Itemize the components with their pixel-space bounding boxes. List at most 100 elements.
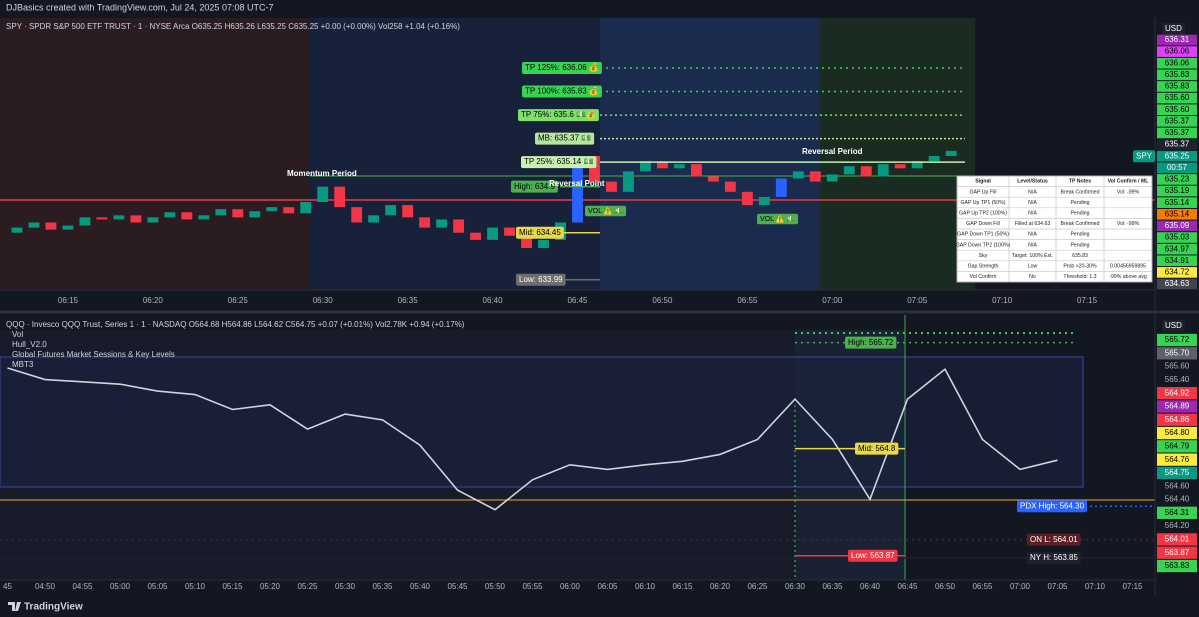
candle-body [640, 161, 651, 172]
vol-label: VOL ⚠️ 💵 [588, 206, 623, 215]
candle-body [521, 235, 532, 249]
price-label-box [1157, 559, 1197, 573]
price-label-box [1157, 533, 1197, 546]
price-label: 635.23 [1165, 175, 1190, 184]
time-tick-label: 07:15 [1077, 296, 1098, 305]
price-label-box [1157, 92, 1197, 104]
table-text: Vol Confirm [970, 274, 997, 280]
time-tick-label: 05:45 [447, 582, 468, 591]
candle-body [673, 164, 685, 169]
table-text: 0.00456959895 [1110, 263, 1146, 269]
price-label: 635.03 [1165, 233, 1190, 242]
time-tick-label: 07:15 [1122, 582, 1143, 591]
time-tick-label: 06:30 [785, 582, 806, 591]
candle-body [198, 215, 210, 220]
vol-label-box [757, 213, 799, 225]
time-tick-label: 06:25 [747, 582, 768, 591]
table-text: N/A [1028, 242, 1037, 248]
level-label-box [1027, 552, 1081, 565]
level-label: Low: 563.87 [851, 551, 895, 560]
level-label-box [522, 62, 602, 75]
candle-body [113, 215, 125, 220]
time-tick-label: 06:50 [652, 296, 673, 305]
time-tick-label: 05:00 [110, 582, 131, 591]
table-text: Pending [1070, 232, 1089, 238]
table-text: Target: 100% Ext. [1012, 253, 1053, 259]
table-text: GAP Up TP1 (50%) [960, 200, 1005, 206]
table-text: Prob >20-30% [1063, 263, 1097, 269]
footer-brand: TradingView [24, 602, 83, 613]
price-label-box [1157, 197, 1197, 208]
candle-body [707, 176, 719, 182]
table-header: Signal [975, 179, 991, 185]
price-label: 635.25 [1165, 151, 1190, 160]
logo [8, 602, 21, 611]
level-label: MB: 635.37 💵 [538, 134, 591, 143]
price-label: 635.60 [1165, 93, 1190, 102]
price-label-box [1157, 69, 1197, 81]
time-tick-label: 06:20 [710, 582, 731, 591]
table-header: Level/Status [1017, 179, 1048, 185]
candle-body [470, 232, 482, 240]
time-tick-label: 06:55 [972, 582, 993, 591]
price-label: 635.14 [1165, 209, 1190, 218]
price-label: 636.06 [1165, 58, 1190, 67]
candle-body [775, 178, 787, 197]
price-line [7, 367, 1058, 511]
price-label: 635.60 [1165, 105, 1190, 114]
price-label: 564.89 [1165, 402, 1190, 411]
indicator-name: Hull_V2.0 [12, 340, 47, 349]
annotation: Reversal Period [802, 147, 863, 156]
price-label-box [1157, 506, 1197, 519]
footer-bar [0, 597, 1199, 617]
symbol-tag-box [1132, 150, 1155, 163]
level-label: Mid: 634.45 [519, 228, 561, 237]
price-label: 635.09 [1165, 221, 1190, 230]
annotation: Reversal Point [549, 179, 605, 188]
price-label-box [1157, 127, 1197, 139]
candle-body [606, 181, 617, 192]
candle-body [130, 215, 142, 223]
currency-box [1162, 23, 1185, 35]
price-label: 563.87 [1165, 548, 1190, 557]
time-tick-label: 07:05 [1047, 582, 1068, 591]
header-bar [0, 0, 1199, 16]
price-label: 636.06 [1165, 47, 1190, 56]
table-text: N/A [1028, 210, 1037, 216]
table-text: Gap Strength [968, 263, 999, 269]
time-tick-label: 05:20 [260, 582, 281, 591]
candle-body [758, 196, 770, 206]
price-label-box [1157, 466, 1197, 480]
candle-body [11, 227, 23, 233]
time-tick-label: 06:35 [398, 296, 419, 305]
price-label: 564.80 [1165, 428, 1190, 437]
table-text: Pending [1070, 210, 1089, 216]
candle-body [300, 202, 312, 214]
price-label-box [1157, 46, 1197, 57]
price-label-box [1157, 81, 1197, 92]
price-label-box [1157, 174, 1197, 185]
time-tick-label: 06:35 [822, 582, 843, 591]
candle-body [724, 181, 736, 192]
price-label-box [1157, 333, 1197, 347]
time-tick-label: 06:20 [143, 296, 164, 305]
level-label-box [845, 336, 897, 349]
candle-body [266, 207, 278, 212]
price-label-box [1157, 546, 1197, 559]
candle-body [572, 156, 583, 223]
candle-body [436, 219, 448, 228]
price-label-box [1157, 347, 1197, 360]
time-tick-label: 05:10 [185, 582, 206, 591]
price-label: 563.83 [1165, 561, 1190, 570]
time-tick-label: 06:40 [860, 582, 881, 591]
price-label: 564.86 [1165, 415, 1190, 424]
time-tick-label: 06:50 [935, 582, 956, 591]
range-box [0, 356, 1084, 488]
time-tick-label: 07:05 [907, 296, 928, 305]
candle-body [826, 174, 838, 182]
candle-body [317, 186, 329, 203]
time-tick-label: 05:35 [372, 582, 393, 591]
price-label-box [1157, 232, 1197, 243]
time-tick-label: 05:05 [147, 582, 168, 591]
time-tick-label: 06:45 [897, 582, 918, 591]
